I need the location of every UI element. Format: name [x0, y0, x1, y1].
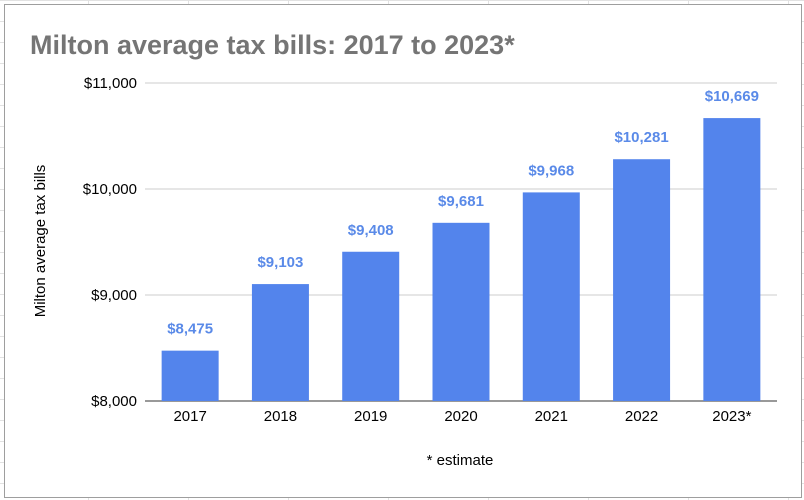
data-label: $8,475: [167, 321, 213, 338]
x-tick-label: 2021: [535, 408, 568, 425]
x-tick-label: 2019: [354, 408, 387, 425]
data-label: $9,681: [438, 193, 484, 210]
bar-2018[interactable]: [251, 284, 309, 401]
bar-2019[interactable]: [342, 251, 400, 401]
data-label: $9,103: [257, 254, 303, 271]
y-tick-label: $10,000: [83, 181, 137, 198]
y-axis-label: Milton average tax bills: [32, 165, 49, 318]
bar-2017[interactable]: [161, 350, 219, 401]
data-label: $9,968: [528, 162, 574, 179]
x-tick-label: 2022: [625, 408, 658, 425]
bar-2021[interactable]: [522, 192, 580, 401]
bar-2022[interactable]: [613, 159, 671, 401]
x-tick-label: 2018: [264, 408, 297, 425]
chart-title: Milton average tax bills: 2017 to 2023*: [30, 30, 515, 60]
y-tick-label: $9,000: [91, 287, 137, 304]
x-tick-label: 2023*: [712, 408, 751, 425]
x-tick-label: 2020: [444, 408, 477, 425]
data-label: $10,281: [614, 129, 668, 146]
bar-2023*[interactable]: [703, 118, 761, 401]
data-label: $9,408: [348, 222, 394, 239]
x-axis-label: * estimate: [427, 452, 494, 469]
bar-2020[interactable]: [432, 222, 490, 401]
y-tick-label: $11,000: [84, 75, 137, 92]
data-label: $10,669: [705, 88, 759, 105]
x-tick-label: 2017: [173, 408, 206, 425]
y-tick-label: $8,000: [91, 393, 137, 410]
